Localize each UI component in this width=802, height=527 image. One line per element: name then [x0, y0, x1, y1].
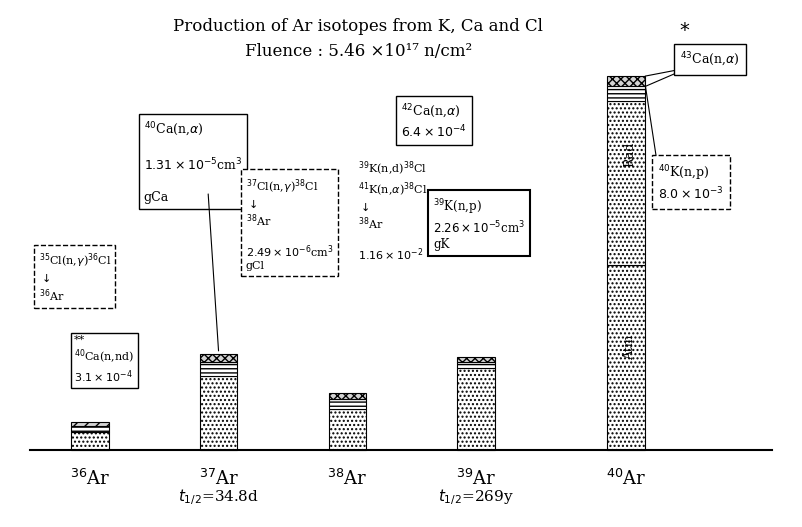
Text: $^{39}$K(n,d)$^{38}$Cl
$^{41}$K(n,$\alpha$)$^{38}$Cl
$\downarrow$
$^{38}$Ar

$1.: $^{39}$K(n,d)$^{38}$Cl $^{41}$K(n,$\alph… [358, 160, 427, 264]
Text: $^{43}$Ca(n,$\alpha$): $^{43}$Ca(n,$\alpha$) [680, 51, 739, 69]
Bar [200, 376, 237, 450]
Text: **
$^{40}$Ca(n,nd)
$3.1\times10^{-4}$: ** $^{40}$Ca(n,nd) $3.1\times10^{-4}$ [74, 335, 134, 385]
Text: $^{40}$Ca(n,$\alpha$)

$1.31\times10^{-5}$cm$^3$

gCa: $^{40}$Ca(n,$\alpha$) $1.31\times10^{-5}… [144, 121, 242, 203]
Bar [607, 265, 645, 450]
Bar [329, 393, 367, 399]
Text: $^{42}$Ca(n,$\alpha$)
$6.4\times10^{-4}$: $^{42}$Ca(n,$\alpha$) $6.4\times10^{-4}$ [401, 103, 467, 140]
Bar [457, 362, 495, 368]
Bar [457, 357, 495, 362]
Bar [607, 86, 645, 101]
Text: $^{39}$Ar: $^{39}$Ar [456, 469, 496, 489]
Bar [329, 399, 367, 409]
Text: Atm: Atm [623, 335, 636, 360]
Text: $^{40}$Ar: $^{40}$Ar [606, 469, 646, 489]
Text: $^{37}$Ar: $^{37}$Ar [199, 469, 239, 489]
Bar [200, 362, 237, 376]
Text: Rad: Rad [623, 142, 636, 167]
Text: $t_{1/2}$=34.8d: $t_{1/2}$=34.8d [178, 487, 259, 508]
Bar [329, 409, 367, 450]
Bar [457, 368, 495, 450]
Bar [71, 426, 109, 432]
Text: $^{35}$Cl(n,$\gamma$)$^{36}$Cl
$\downarrow$
$^{36}$Ar: $^{35}$Cl(n,$\gamma$)$^{36}$Cl $\downarr… [38, 251, 111, 304]
Bar [607, 76, 645, 86]
Text: $^{36}$Ar: $^{36}$Ar [70, 469, 110, 489]
Text: Fluence : 5.46 ×10¹⁷ n/cm²: Fluence : 5.46 ×10¹⁷ n/cm² [245, 43, 472, 60]
Bar [607, 101, 645, 265]
Text: $t_{1/2}$=269y: $t_{1/2}$=269y [438, 487, 514, 508]
Bar [71, 422, 109, 426]
Text: *: * [680, 21, 690, 40]
Text: $^{40}$K(n,p)
$8.0\times10^{-3}$: $^{40}$K(n,p) $8.0\times10^{-3}$ [658, 163, 723, 202]
Text: $^{37}$Cl(n,$\gamma$)$^{38}$Cl
$\downarrow$
$^{38}$Ar

$2.49\times10^{-6}$cm$^3$: $^{37}$Cl(n,$\gamma$)$^{38}$Cl $\downarr… [245, 177, 333, 271]
Bar [71, 432, 109, 450]
Text: $^{39}$K(n,p)
$2.26\times10^{-5}$cm$^3$
gK: $^{39}$K(n,p) $2.26\times10^{-5}$cm$^3$ … [433, 197, 525, 251]
Text: Production of Ar isotopes from K, Ca and Cl: Production of Ar isotopes from K, Ca and… [173, 18, 543, 35]
Text: $^{38}$Ar: $^{38}$Ar [327, 469, 367, 489]
Bar [200, 354, 237, 362]
